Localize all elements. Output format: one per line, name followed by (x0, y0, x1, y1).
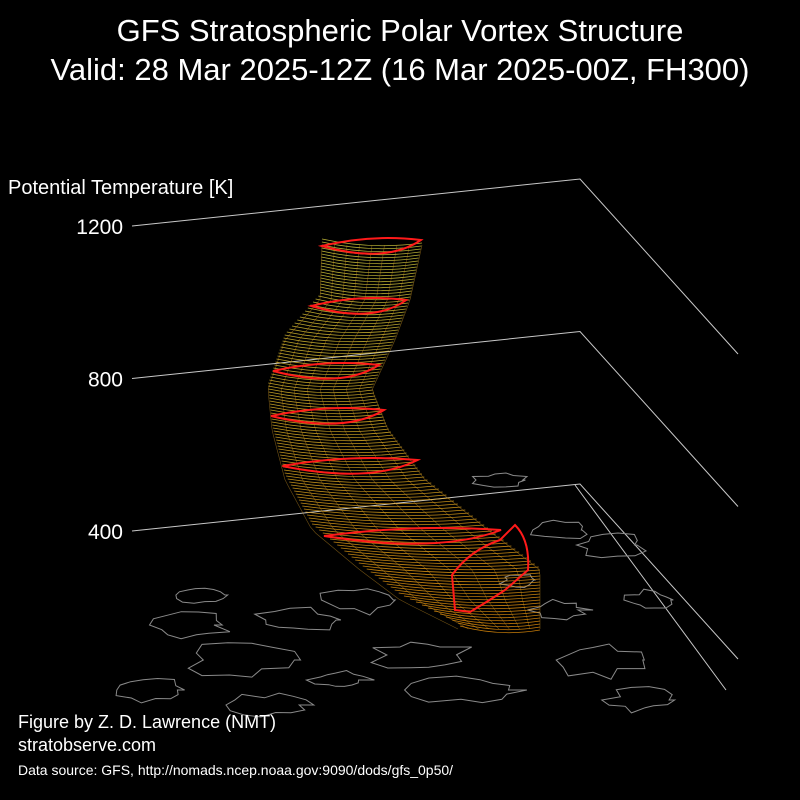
vortex-hatch (333, 244, 510, 630)
vortex-strand (292, 487, 443, 496)
vortex-strand (311, 523, 489, 532)
vortex-strand (433, 610, 541, 619)
vortex-strand (295, 493, 451, 502)
vortex-strand (337, 544, 516, 553)
vortex-strand (347, 553, 528, 562)
coastline (369, 641, 472, 669)
vortex-edge-contours (270, 237, 530, 614)
coastline (187, 642, 302, 678)
vortex-hatch (359, 244, 531, 630)
vortex-hatch (267, 244, 459, 630)
grid-line (131, 483, 739, 660)
grid-line (131, 330, 739, 507)
vortex-strand (305, 511, 473, 520)
vortex-strand (303, 508, 470, 517)
website-link[interactable]: stratobserve.com (18, 735, 157, 755)
vortex-strand (445, 616, 541, 625)
vortex-strand (308, 517, 481, 526)
coastline (175, 587, 230, 604)
edge-contour (272, 362, 382, 380)
vortex-hatch (320, 244, 500, 630)
vortex-strand (318, 295, 410, 304)
edge-contour (450, 523, 530, 614)
vortex-strand (307, 514, 477, 523)
vortex-strand (298, 499, 458, 508)
vortex-strand (268, 385, 373, 394)
coastline (471, 472, 529, 488)
coastline-map (115, 472, 677, 718)
edge-contour (323, 527, 502, 545)
coastline (555, 643, 646, 680)
vortex-strand (310, 520, 485, 529)
vortex-strand (351, 556, 531, 565)
vortex-hatch (307, 244, 489, 630)
floor-edge (574, 484, 727, 691)
coastline (527, 598, 594, 621)
vortex-strand (287, 478, 432, 487)
vortex-strand (315, 526, 492, 535)
coastline (623, 588, 674, 609)
vortex-strand (300, 502, 462, 511)
vortex-strand (403, 595, 541, 604)
edge-contour (270, 407, 388, 425)
vortex-hatch (372, 244, 541, 629)
vortex-strand (322, 532, 500, 541)
figure-credit: Figure by Z. D. Lawrence (NMT) (18, 712, 277, 732)
grid-line (131, 178, 739, 355)
page-subtitle: Valid: 28 Mar 2025-12Z (16 Mar 2025-00Z,… (50, 52, 750, 87)
coastline (115, 677, 185, 704)
page-title: GFS Stratospheric Polar Vortex Structure (116, 13, 684, 48)
z-tick-label: 800 (88, 369, 123, 392)
vortex-strand (333, 541, 512, 550)
vortex-strand (340, 547, 520, 556)
coastline (253, 606, 342, 631)
vortex-strand (409, 598, 541, 607)
vortex-strand (439, 613, 541, 622)
z-tick-label: 400 (88, 521, 123, 544)
axis-grid (131, 178, 739, 691)
vortex-strand (358, 562, 539, 571)
vortex-strand (451, 619, 541, 628)
vortex-hatch (294, 244, 479, 630)
coastline (600, 686, 677, 714)
z-axis-label: Potential Temperature [K] (8, 177, 233, 199)
vortex-isosurface (267, 238, 541, 634)
coastline (225, 692, 316, 718)
vortex-strand (421, 604, 541, 613)
vortex-strand (427, 607, 541, 616)
vortex-strand (344, 550, 524, 559)
vortex-strand (319, 529, 496, 538)
edge-contour (317, 237, 424, 255)
vortex-strand (398, 592, 541, 601)
vortex-strand (297, 496, 455, 505)
vortex-strand (415, 601, 541, 610)
edge-contour (307, 297, 409, 315)
coastline (529, 519, 588, 540)
coastline (574, 532, 648, 559)
vortex-strand (302, 505, 466, 514)
edge-contour (282, 457, 422, 475)
vortex-strand (457, 622, 541, 631)
coastline (319, 588, 397, 616)
vortex-strand (284, 472, 425, 481)
z-tick-label: 1200 (76, 216, 123, 239)
coastline (148, 611, 231, 640)
vortex-hatch (346, 244, 520, 630)
coastline (304, 669, 375, 687)
data-source: Data source: GFS, http://nomads.ncep.noa… (18, 762, 454, 778)
z-tick-labels: 400 800 1200 (76, 216, 123, 544)
vortex-strand (289, 481, 436, 490)
coastline (403, 675, 527, 704)
vortex-strand (355, 559, 535, 568)
vortex-strand (294, 490, 447, 499)
vortex-strand (329, 538, 508, 547)
vortex-strand (290, 484, 439, 493)
vortex-strand (459, 625, 541, 634)
